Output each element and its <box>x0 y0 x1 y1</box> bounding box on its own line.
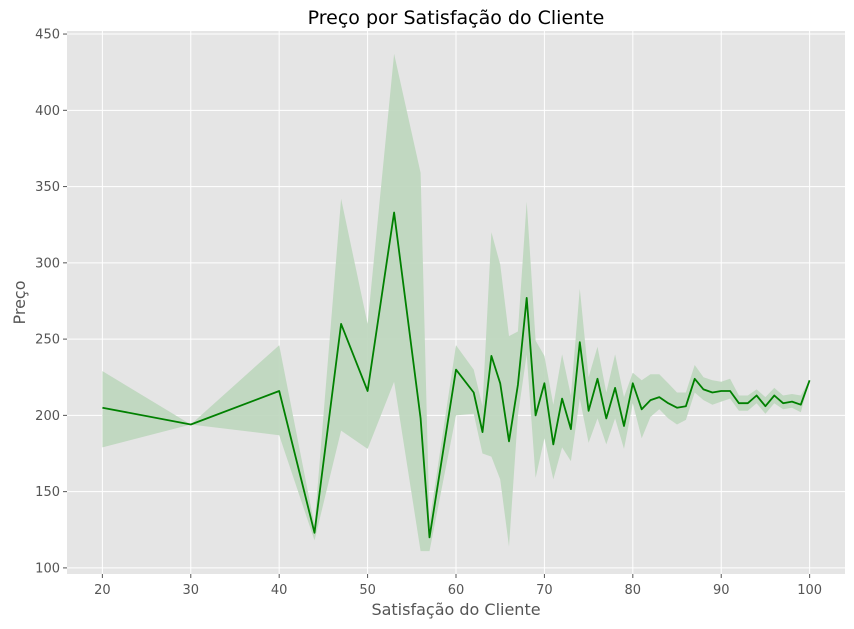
y-tick-label: 100 <box>35 561 60 576</box>
y-tick-label: 250 <box>35 333 60 348</box>
grid <box>67 31 845 574</box>
x-tick-label: 30 <box>182 583 199 598</box>
x-tick-label: 40 <box>271 583 288 598</box>
x-axis-ticks: 20 30 40 50 60 70 80 90 100 <box>94 574 822 598</box>
chart-title: Preço por Satisfação do Cliente <box>308 7 605 29</box>
x-tick-label: 20 <box>94 583 111 598</box>
y-axis-ticks: 100 150 200 250 300 350 400 450 <box>35 28 67 576</box>
confidence-band <box>102 53 810 552</box>
x-tick-label: 80 <box>625 583 642 598</box>
series-line <box>102 211 811 539</box>
y-tick-label: 400 <box>35 104 60 119</box>
x-tick-label: 50 <box>359 583 376 598</box>
y-tick-label: 150 <box>35 485 60 500</box>
x-tick-label: 90 <box>713 583 730 598</box>
series-line-group <box>102 211 811 539</box>
y-tick-label: 450 <box>35 28 60 43</box>
x-tick-label: 100 <box>797 583 822 598</box>
x-axis-label: Satisfação do Cliente <box>371 600 540 619</box>
y-tick-label: 200 <box>35 409 60 424</box>
x-tick-label: 60 <box>448 583 465 598</box>
confidence-band-group <box>102 53 810 552</box>
y-tick-label: 350 <box>35 180 60 195</box>
y-tick-label: 300 <box>35 256 60 271</box>
x-tick-label: 70 <box>536 583 553 598</box>
y-axis-label: Preço <box>10 280 29 324</box>
